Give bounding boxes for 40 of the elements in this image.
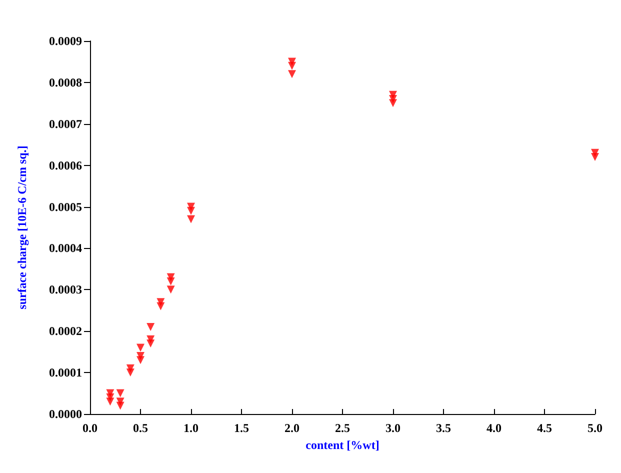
x-tick-label: 0.5 [133, 421, 148, 435]
point [591, 153, 599, 162]
point [106, 398, 114, 406]
y-axis-title: surface charge [10E-6 C/cm sq.] [15, 146, 29, 310]
x-tick-label: 0.0 [82, 421, 98, 435]
point [146, 340, 155, 348]
y-tick-label: 0.0002 [49, 324, 82, 338]
point [166, 277, 175, 286]
x-tick-label: 4.0 [486, 421, 502, 435]
point [288, 70, 296, 78]
point [116, 389, 124, 398]
x-tick-label: 1.0 [184, 421, 198, 435]
x-tick-label: 5.0 [588, 421, 602, 435]
x-tick-label: 2.0 [284, 421, 300, 435]
point [136, 356, 144, 364]
y-tick-label: 0.0005 [49, 200, 82, 214]
y-tick-label: 0.0004 [49, 241, 82, 256]
y-tick-label: 0.0000 [49, 407, 82, 421]
point [136, 344, 144, 352]
y-tick-label: 0.0008 [49, 75, 82, 90]
x-tick-label: 2.5 [335, 421, 350, 435]
y-tick-label: 0.0001 [49, 366, 82, 380]
point [126, 368, 134, 377]
point [187, 215, 195, 224]
y-tick-label: 0.0009 [49, 34, 82, 48]
point [116, 402, 124, 410]
x-tick-label: 1.5 [234, 421, 249, 435]
point [187, 206, 195, 215]
y-tick-label: 0.0003 [49, 282, 82, 297]
x-tick-label: 4.5 [537, 421, 552, 435]
y-tick-label: 0.0007 [49, 116, 82, 131]
point [156, 302, 165, 310]
x-axis-title: content [%wt] [306, 438, 380, 452]
point [146, 322, 155, 331]
x-tick-label: 3.5 [436, 421, 451, 435]
x-tick-label: 3.0 [386, 421, 400, 435]
point [166, 286, 175, 294]
y-tick-label: 0.0006 [49, 158, 82, 172]
point [389, 99, 397, 108]
point [288, 62, 296, 70]
